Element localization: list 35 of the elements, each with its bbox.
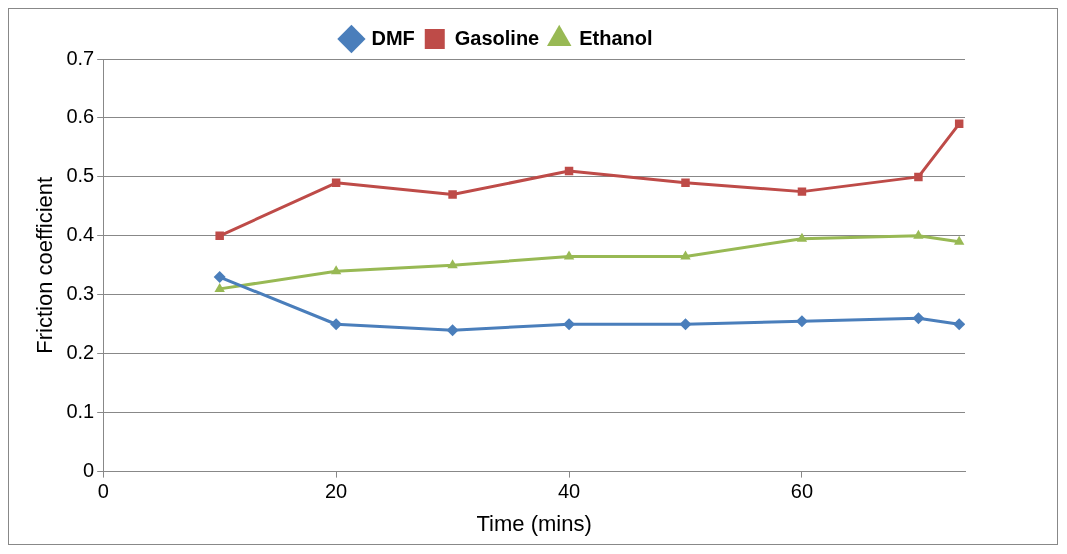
- legend-label: Ethanol: [579, 26, 653, 49]
- legend-label: Gasoline: [454, 26, 540, 49]
- y-tick-label: 0.2: [66, 341, 95, 364]
- point: [681, 178, 690, 188]
- x-tick-label: 60: [790, 480, 814, 503]
- point: [953, 235, 965, 245]
- point: [913, 229, 924, 239]
- point: [447, 259, 458, 269]
- y-tick-label: 0.5: [66, 164, 95, 187]
- y-tick-label: 0.3: [66, 282, 95, 305]
- y-tick-label: 0.7: [66, 46, 95, 69]
- x-tick-label: 40: [557, 480, 581, 503]
- point: [679, 318, 692, 331]
- x-axis-title: Time (mins): [476, 510, 592, 536]
- x-tick-label: 0: [97, 480, 109, 503]
- x-tick-label: 20: [325, 480, 348, 503]
- point: [680, 250, 691, 260]
- point: [446, 324, 459, 337]
- point: [448, 190, 457, 199]
- y-tick-label: 0: [83, 459, 95, 482]
- point: [797, 187, 807, 196]
- legend-label: DMF: [371, 26, 415, 49]
- y-tick-label: 0.1: [66, 400, 95, 423]
- point: [953, 318, 965, 331]
- point: [214, 282, 225, 292]
- point: [330, 265, 342, 275]
- point: [914, 172, 923, 182]
- point: [215, 231, 224, 241]
- point: [912, 312, 925, 325]
- y-tick-label: 0.6: [66, 105, 95, 128]
- y-axis-title: Friction coefficient: [32, 176, 58, 354]
- point: [563, 250, 575, 260]
- point: [213, 271, 226, 284]
- y-tick-label: 0.4: [66, 223, 95, 246]
- point: [796, 232, 808, 242]
